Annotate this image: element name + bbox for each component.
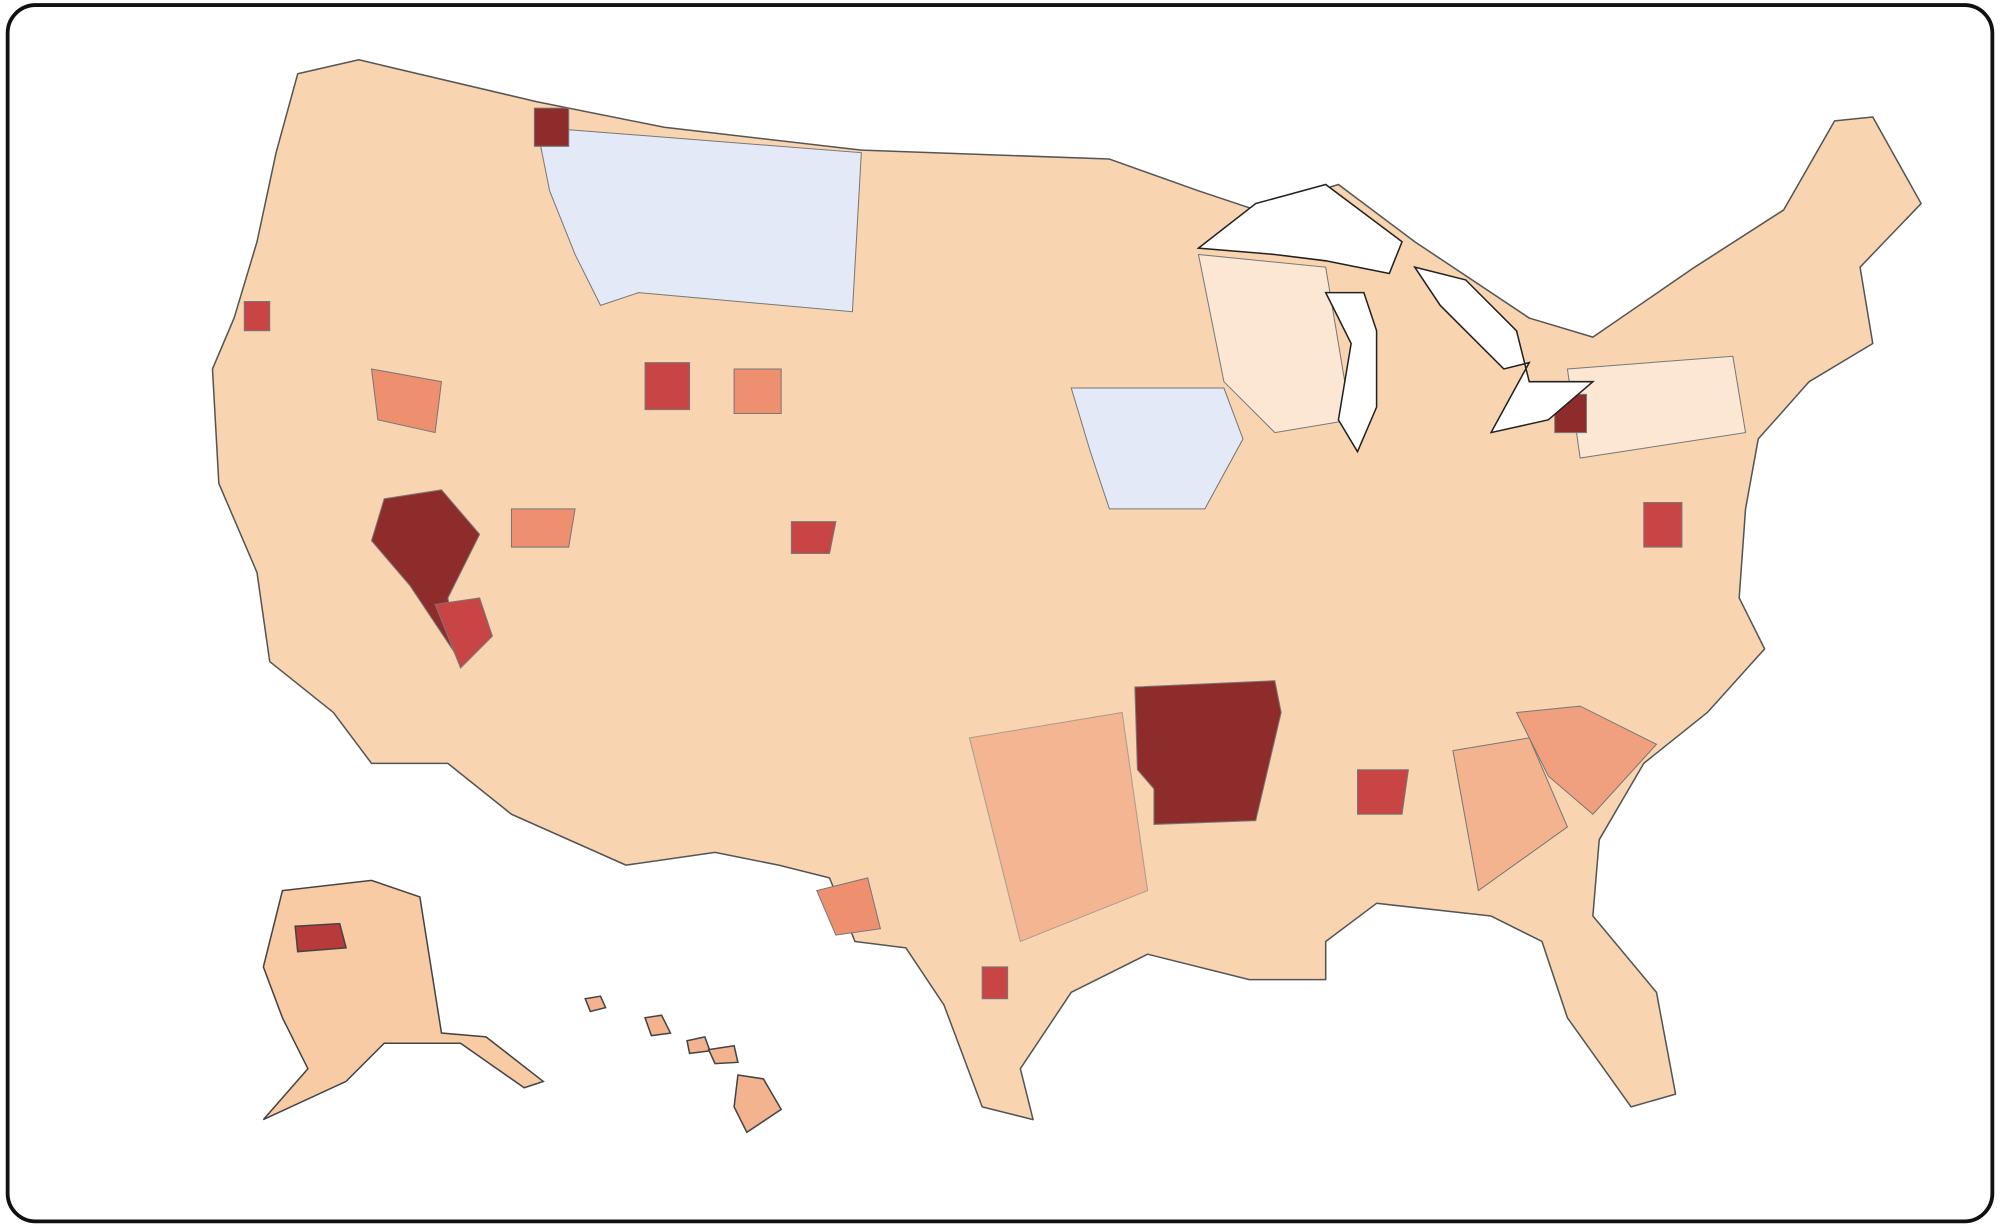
region-red bbox=[790, 521, 837, 554]
region-salmon bbox=[733, 368, 782, 414]
lake bbox=[1196, 183, 1403, 275]
hawaii bbox=[733, 1074, 783, 1134]
hawaii bbox=[644, 1014, 672, 1037]
region-salmon bbox=[1515, 705, 1658, 815]
region-red bbox=[434, 597, 493, 669]
region-light-blue bbox=[536, 126, 862, 313]
alaska-region bbox=[294, 922, 348, 953]
alaska-hawaii bbox=[262, 879, 783, 1134]
region-red bbox=[243, 301, 271, 332]
region-pale bbox=[1197, 253, 1352, 434]
region-salmon bbox=[1452, 737, 1569, 892]
region-salmon bbox=[968, 711, 1149, 943]
regions bbox=[243, 107, 1747, 1000]
region-light-blue bbox=[1070, 387, 1244, 510]
lake bbox=[1413, 265, 1595, 434]
region-salmon bbox=[370, 368, 443, 434]
region-red bbox=[1643, 502, 1683, 548]
region-salmon bbox=[510, 508, 576, 548]
region-red bbox=[644, 362, 691, 411]
region-salmon bbox=[816, 877, 882, 936]
hawaii bbox=[584, 995, 607, 1013]
region-dark bbox=[533, 107, 570, 147]
region-dark bbox=[1134, 680, 1282, 825]
region-red bbox=[981, 966, 1009, 1000]
region-red bbox=[1356, 769, 1409, 815]
great-lakes bbox=[1196, 183, 1595, 454]
hawaii bbox=[686, 1036, 711, 1055]
hawaii bbox=[707, 1044, 739, 1065]
lake bbox=[1324, 291, 1378, 454]
